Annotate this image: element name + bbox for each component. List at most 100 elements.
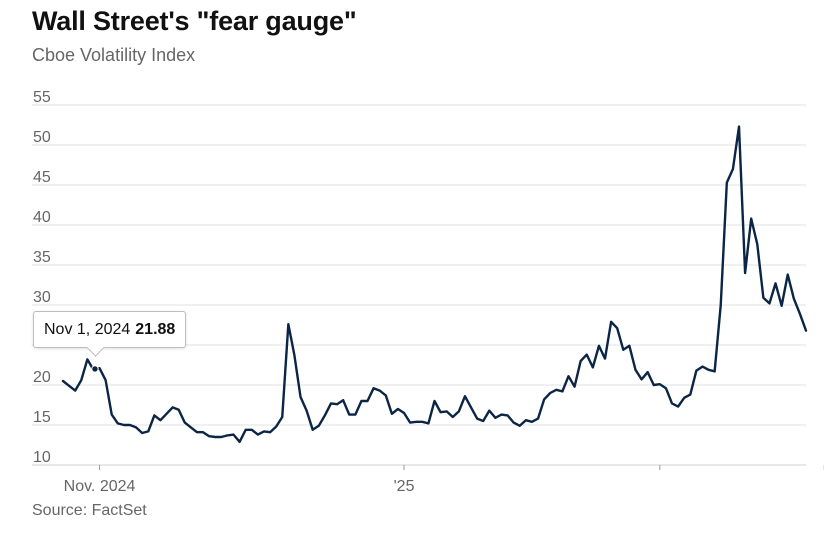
data-point (670, 401, 674, 405)
data-point (353, 413, 357, 417)
data-point (378, 389, 382, 393)
data-point (372, 386, 376, 390)
data-point (682, 396, 686, 400)
data-point (597, 344, 601, 348)
data-point (195, 430, 199, 434)
data-point (475, 417, 479, 421)
data-point (67, 384, 71, 388)
y-tick-label-45: 45 (33, 169, 51, 186)
data-point (341, 398, 345, 402)
x-tick-label-1: '25 (394, 478, 415, 495)
data-point (688, 393, 692, 397)
y-tick-label-20: 20 (33, 369, 51, 386)
y-tick-label-50: 50 (33, 129, 51, 146)
data-point (627, 344, 631, 348)
data-point (487, 409, 491, 413)
data-point (152, 413, 156, 417)
data-point (402, 411, 406, 415)
data-point (463, 394, 467, 398)
data-point (445, 409, 449, 413)
data-point (158, 418, 162, 422)
data-point (664, 386, 668, 390)
data-point (524, 418, 528, 422)
data-point (207, 434, 211, 438)
data-point (268, 430, 272, 434)
y-tick-label-30: 30 (33, 289, 51, 306)
data-point (621, 348, 625, 352)
data-point (493, 416, 497, 420)
data-point (658, 382, 662, 386)
data-point (548, 391, 552, 395)
data-point (317, 424, 321, 428)
data-point (469, 405, 473, 409)
hover-marker-layer (91, 365, 99, 373)
data-point (177, 408, 181, 412)
data-point (335, 402, 339, 406)
data-point (183, 421, 187, 425)
data-point (798, 312, 802, 316)
data-point (792, 297, 796, 301)
data-point (165, 412, 169, 416)
data-point (414, 420, 418, 424)
data-point (323, 413, 327, 417)
data-point (530, 420, 534, 424)
data-point (85, 357, 89, 361)
data-point (603, 357, 607, 361)
data-point (396, 407, 400, 411)
chart-title: Wall Street's "fear gauge" (32, 6, 357, 36)
data-point (286, 322, 290, 326)
data-point (219, 435, 223, 439)
grid-lines (32, 104, 806, 426)
data-point (707, 368, 711, 372)
data-point (786, 273, 790, 277)
data-point (232, 433, 236, 437)
data-point (366, 399, 370, 403)
data-point (256, 433, 260, 437)
data-point (713, 369, 717, 373)
data-point (146, 429, 150, 433)
data-point (774, 281, 778, 285)
x-tick-label-0: Nov. 2024 (64, 478, 136, 495)
tooltip-date: Nov 1, 2024 (44, 320, 131, 338)
data-point (506, 413, 510, 417)
data-point (250, 428, 254, 432)
data-point (633, 368, 637, 372)
data-point (725, 181, 729, 185)
data-point (104, 378, 108, 382)
data-point (262, 429, 266, 433)
data-point (457, 409, 461, 413)
data-point (116, 421, 120, 425)
data-point (700, 365, 704, 369)
data-point (579, 359, 583, 363)
x-axis: Nov. 2024 '25 (32, 464, 824, 495)
y-tick-label-35: 35 (33, 249, 51, 266)
y-tick-label-40: 40 (33, 209, 51, 226)
data-point (359, 399, 363, 403)
data-point (110, 413, 114, 417)
data-point (73, 389, 77, 393)
vix-line-chart[interactable]: 10152025303540455055 Nov. 2024'25 (0, 0, 824, 500)
series-line-vix (61, 125, 808, 443)
data-point (761, 296, 765, 300)
data-point (329, 401, 333, 405)
data-point (451, 415, 455, 419)
source-note: Source: FactSet (32, 502, 147, 519)
data-point (767, 301, 771, 305)
data-point (213, 435, 217, 439)
data-point (140, 431, 144, 435)
data-point (542, 397, 546, 401)
data-point (225, 433, 229, 437)
chart-subtitle: Cboe Volatility Index (32, 45, 196, 65)
data-point (743, 271, 747, 275)
data-point (61, 379, 65, 383)
hover-point-marker (91, 365, 99, 373)
data-point (615, 326, 619, 330)
data-point (652, 383, 656, 387)
data-point (244, 428, 248, 432)
data-point (719, 303, 723, 307)
y-tick-label-15: 15 (33, 409, 51, 426)
data-point (305, 409, 309, 413)
data-point (585, 353, 589, 357)
data-point (189, 425, 193, 429)
data-point (573, 385, 577, 389)
